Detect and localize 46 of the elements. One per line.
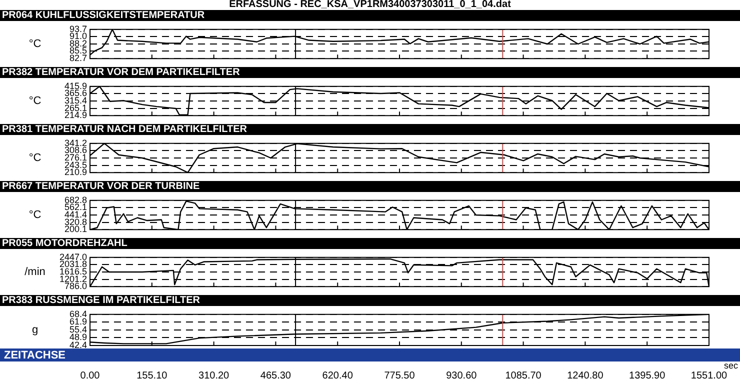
y-tick-label: 61.9 <box>69 316 87 327</box>
y-axis-title: °C <box>28 38 42 50</box>
y-axis-title: /min <box>24 266 46 278</box>
chart-title: PR381 TEMPERATUR NACH DEM PARTIKELFILTER <box>0 124 740 135</box>
y-tick-label: 210.9 <box>64 167 87 178</box>
y-axis-title: °C <box>28 209 42 222</box>
chart-title: PR055 MOTORDREHZAHL <box>0 238 740 249</box>
y-tick-label: 200.1 <box>64 224 87 234</box>
chart-title: PR383 RUSSMENGE IM PARTIKELFILTER <box>0 295 740 306</box>
x-tick-label: 620.40 <box>322 370 354 381</box>
chart-title: PR382 TEMPERATUR VOR DEM PARTIKELFILTER <box>0 67 740 78</box>
text: ZEITACHSE <box>4 350 66 362</box>
x-tick-label: 1551.00 <box>690 370 728 381</box>
y-tick-label: 85.5 <box>69 46 87 56</box>
x-tick-label: 1085.70 <box>505 370 542 381</box>
chart-title: PR064 KUHLFLUSSIGKEITSTEMPERATUR <box>0 10 740 21</box>
text: ERFASSUNG - REC_KSA_VP1RM340037303011_0_1_04.dat <box>228 0 512 10</box>
x-tick-label: 155.10 <box>136 370 168 381</box>
y-tick-label: 786.0 <box>64 281 87 292</box>
y-tick-label: 341.2 <box>64 138 87 148</box>
y-tick-label: 68.4 <box>69 308 87 319</box>
x-tick-label: 465.30 <box>260 370 292 381</box>
y-tick-label: 82.7 <box>69 53 87 64</box>
y-axis-title: °C <box>28 152 42 164</box>
y-tick-label: 48.9 <box>69 332 87 342</box>
y-tick-label: 682.8 <box>64 194 87 205</box>
y-tick-label: 243.5 <box>64 160 87 170</box>
y-axis-title: g <box>32 324 38 336</box>
x-tick-label: 930.60 <box>446 370 478 381</box>
y-axis-title: °C <box>28 95 42 108</box>
y-tick-label: 265.1 <box>64 102 87 113</box>
chart-title: PR667 TEMPERATUR VOR DER TURBINE <box>0 181 740 192</box>
x-tick-label: 1395.90 <box>629 370 666 381</box>
y-tick-label: 55.4 <box>69 324 87 334</box>
y-tick-label: 320.8 <box>64 216 87 227</box>
y-tick-label: 2447.0 <box>59 252 87 262</box>
x-tick-label: 310.20 <box>198 370 230 381</box>
x-tick-label: 0.00 <box>80 370 100 381</box>
x-tick-label: 1240.80 <box>567 370 604 381</box>
y-tick-label: 1201.2 <box>59 274 87 284</box>
y-tick-label: 93.7 <box>69 24 87 34</box>
x-axis-title: sec <box>724 360 738 370</box>
y-tick-label: 415.9 <box>64 80 87 91</box>
y-tick-label: 214.9 <box>64 110 87 120</box>
y-tick-label: 42.4 <box>69 340 87 350</box>
x-tick-label: 775.50 <box>384 370 416 381</box>
